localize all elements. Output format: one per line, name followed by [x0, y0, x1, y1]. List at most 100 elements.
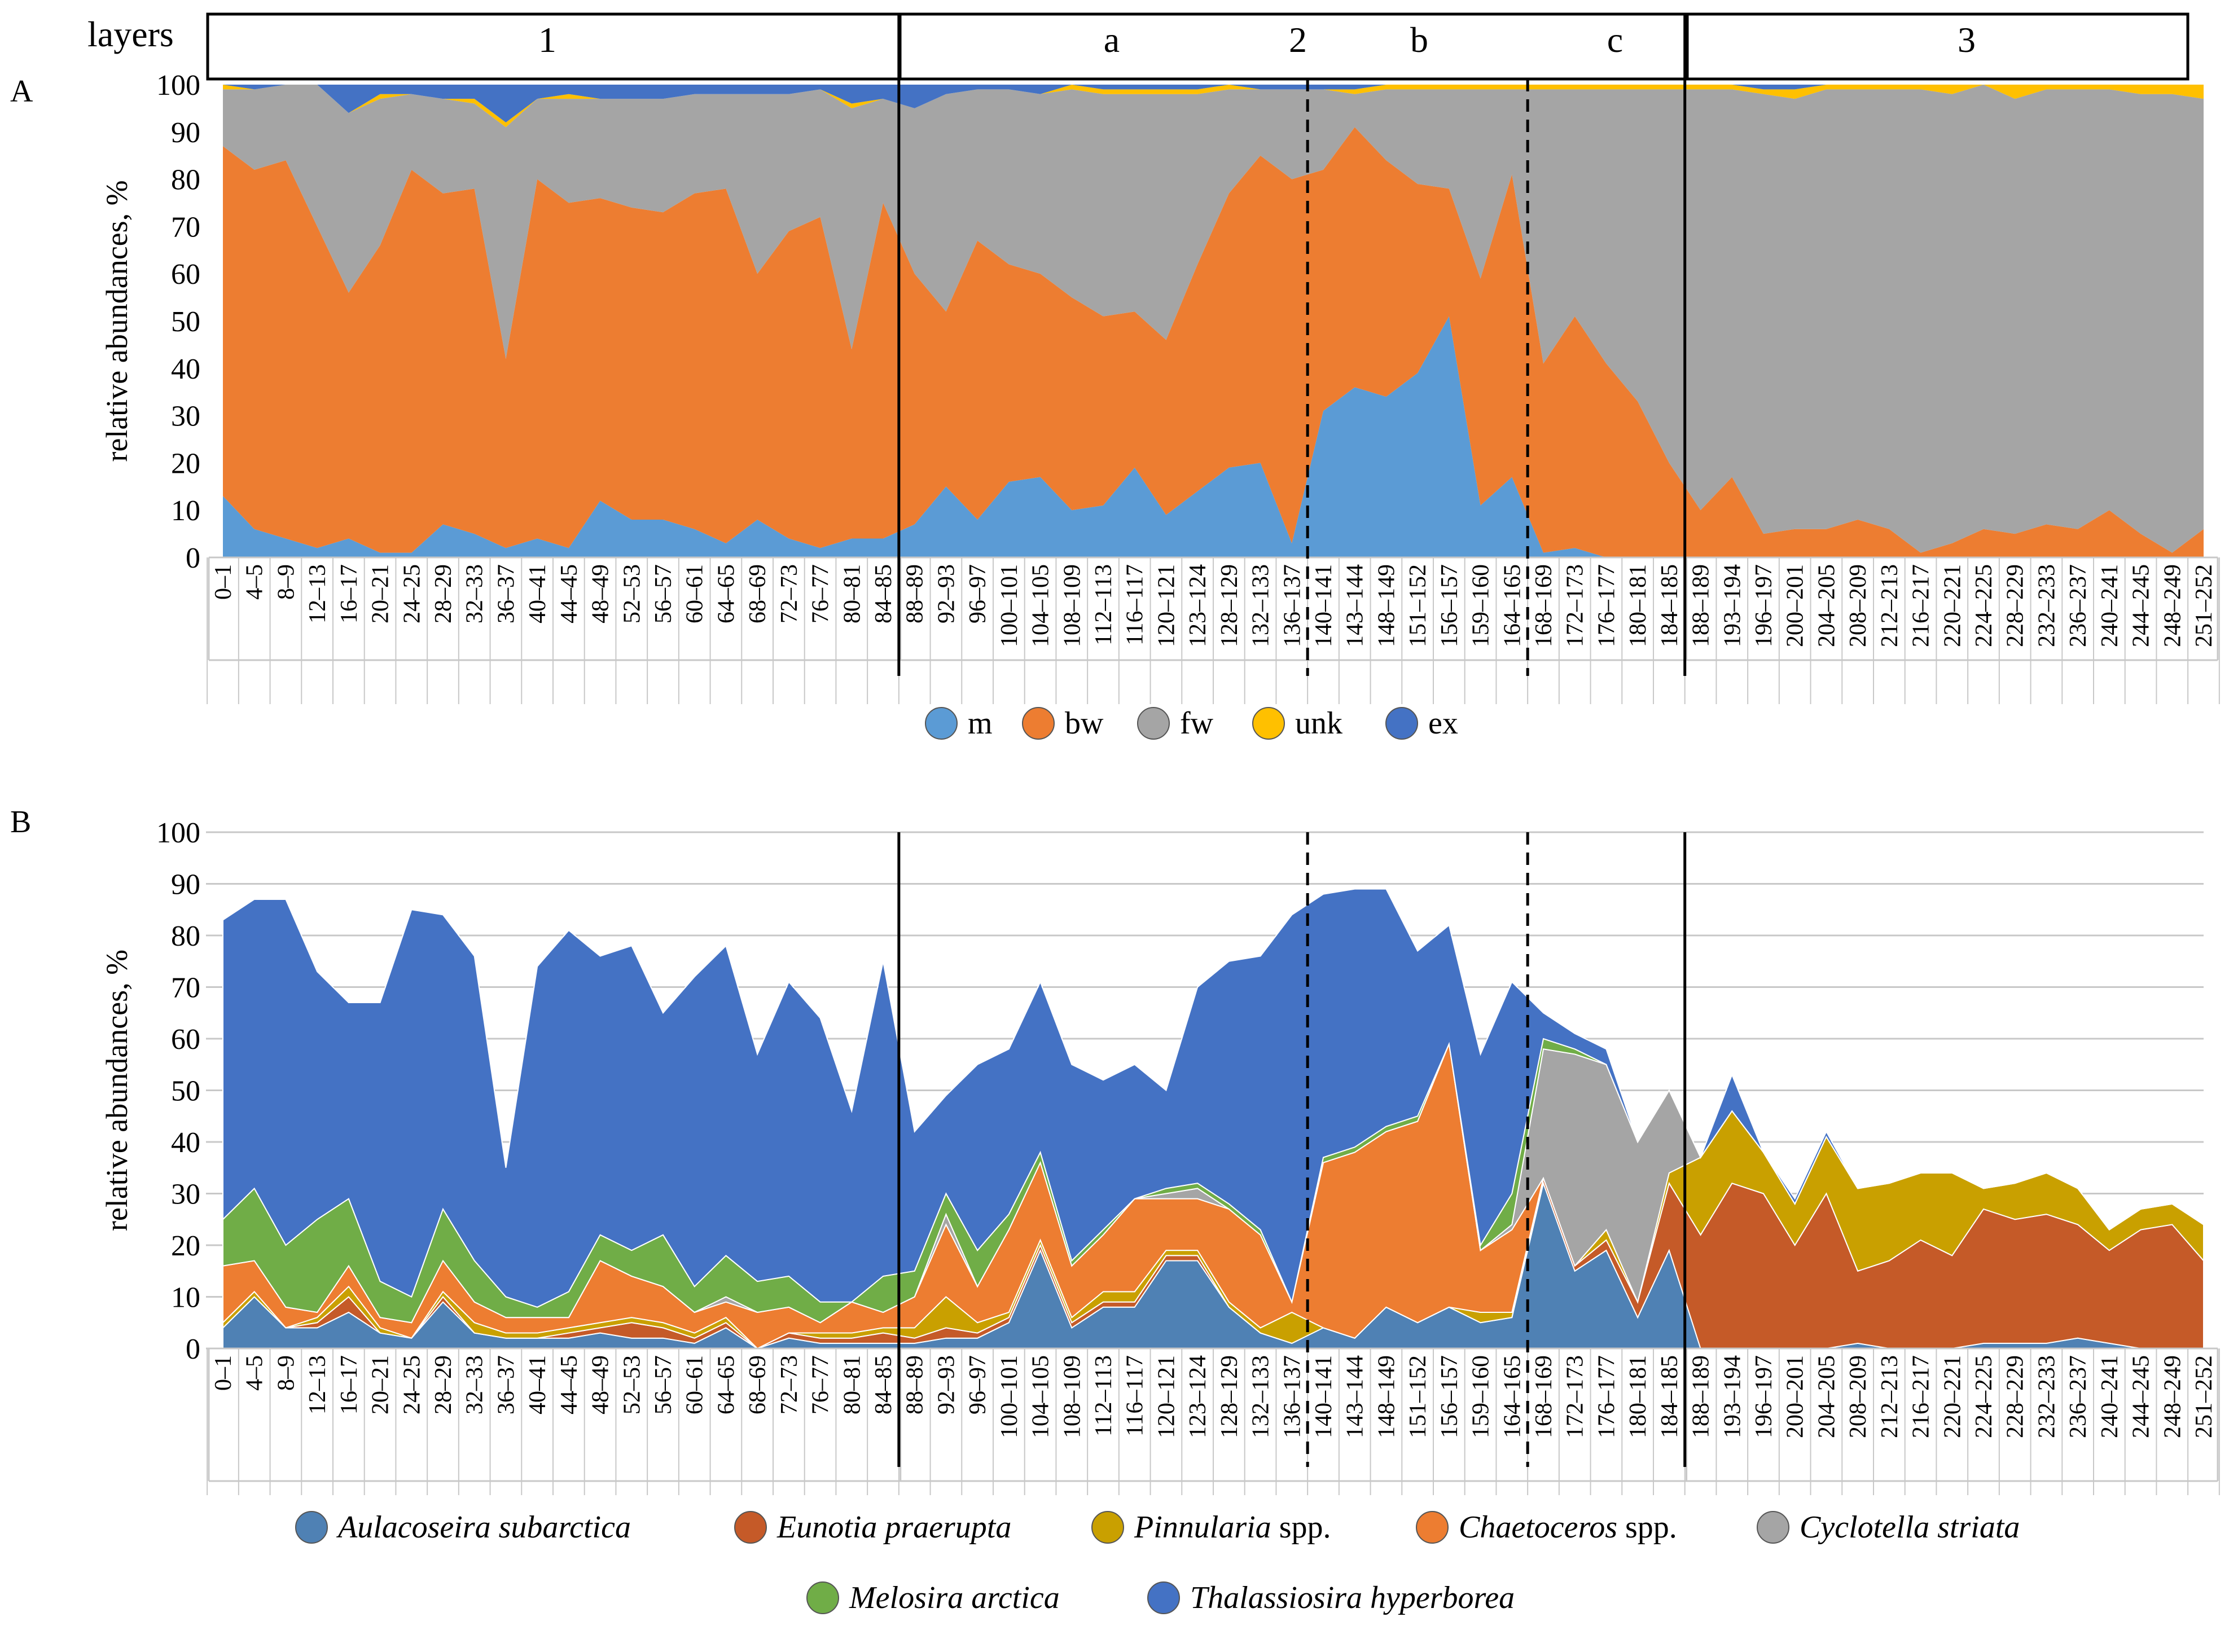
- x-tick-label: 100–101: [997, 564, 1023, 647]
- x-tick-label: 232–233: [2034, 1355, 2060, 1438]
- x-tick-label: 156–157: [1437, 1355, 1463, 1438]
- legend-marker-bw: [1022, 707, 1055, 740]
- x-tick-label: 36–37: [493, 1355, 519, 1414]
- x-tick-label: 88–89: [902, 564, 928, 623]
- x-tick-label: 52–53: [619, 564, 645, 623]
- x-tick-label: 193–194: [1719, 564, 1745, 647]
- x-tick-label: 228–229: [2003, 564, 2029, 647]
- x-tick-label: 48–49: [588, 564, 614, 623]
- x-tick-label: 116–117: [1122, 564, 1148, 645]
- area-thalassiosira-hyperborea: [222, 888, 2204, 1308]
- x-tick-label: 216–217: [1908, 1355, 1934, 1438]
- x-tick-label: 100–101: [997, 1355, 1023, 1438]
- x-tick-label: 172–173: [1563, 564, 1589, 647]
- legend-marker-cyclotella-striata: [1757, 1511, 1789, 1544]
- y-tick-label: 0: [186, 542, 200, 574]
- x-tick-label: 220–221: [1940, 1355, 1965, 1438]
- x-tick-label: 84–85: [871, 564, 897, 623]
- x-tick-label: 232–233: [2034, 564, 2060, 647]
- y-tick-label: 80: [171, 164, 200, 196]
- y-tick-label: 10: [171, 1282, 200, 1314]
- x-tick-label: 4–5: [242, 564, 268, 600]
- x-tick-label: 116–117: [1122, 1355, 1148, 1436]
- x-tick-label: 156–157: [1437, 564, 1463, 647]
- x-tick-label: 248–249: [2160, 564, 2186, 647]
- x-tick-label: 140–141: [1311, 1355, 1337, 1438]
- y-tick-label: 10: [171, 495, 200, 527]
- legend: m bw fw unk ex: [925, 706, 1458, 741]
- x-tick-label: 68–69: [745, 564, 771, 623]
- x-tick-label: 28–29: [431, 1355, 457, 1414]
- x-tick-label: 132–133: [1248, 564, 1274, 647]
- layers-label: layers: [87, 14, 174, 54]
- legend-marker-thalassiosira-hyperborea: [1147, 1581, 1180, 1614]
- x-tick-label: 212–213: [1877, 1355, 1903, 1438]
- x-tick-label: 180–181: [1625, 564, 1651, 647]
- x-tick-label: 4–5: [242, 1355, 268, 1391]
- x-tick-label: 148–149: [1374, 1355, 1399, 1438]
- x-tick-label: 251–252: [2191, 564, 2217, 647]
- legend-label-bw: bw: [1065, 706, 1104, 741]
- x-tick-label: 24–25: [399, 564, 425, 623]
- x-tick-label: 20–21: [368, 564, 394, 623]
- x-tick-label: 212–213: [1877, 564, 1903, 647]
- x-tick-label: 184–185: [1657, 564, 1683, 647]
- chart-a: 0 10 20 30 40 50 60 70 80 90 100 relative abundance…: [100, 14, 2220, 741]
- x-tick-label: 143–144: [1342, 564, 1368, 647]
- x-tick-label: 76–77: [808, 564, 834, 623]
- x-tick-label: 8–9: [273, 1355, 299, 1391]
- legend-marker-ex: [1385, 707, 1418, 740]
- y-tick-label: 100: [156, 69, 200, 102]
- x-tick-label: 12–13: [305, 1355, 331, 1414]
- x-tick-label: 128–129: [1217, 1355, 1243, 1438]
- x-tick-label: 204–205: [1814, 564, 1840, 647]
- area-bw: [223, 127, 2204, 558]
- x-tick-label: 104–105: [1028, 564, 1054, 647]
- y-tick-label: 100: [156, 817, 200, 849]
- x-tick-label: 128–129: [1217, 564, 1243, 647]
- x-tick-label: 136–137: [1279, 1355, 1305, 1438]
- x-tick-label: 196–197: [1751, 1355, 1777, 1438]
- x-tick-label: 204–205: [1814, 1355, 1840, 1438]
- x-tick-label: 159–160: [1468, 1355, 1494, 1438]
- legend-marker-m: [925, 707, 958, 740]
- x-tick-label: 108–109: [1059, 564, 1085, 647]
- x-tick-label: 0–1: [210, 564, 236, 600]
- x-tick-label: 244–245: [2129, 564, 2155, 647]
- x-tick-label: 240–241: [2097, 564, 2123, 647]
- x-tick-label: 120–121: [1153, 1355, 1179, 1438]
- y-axis-label: relative abundances, %: [100, 180, 134, 462]
- x-tick-label: 112–113: [1091, 564, 1117, 645]
- x-tick-label: 164–165: [1499, 564, 1525, 647]
- x-tick-label: 164–165: [1499, 1355, 1525, 1438]
- x-tick-label: 60–61: [682, 1355, 708, 1414]
- legend-marker-pinnularia-spp: [1091, 1511, 1124, 1544]
- x-tick-label: 40–41: [525, 1355, 551, 1414]
- x-tick-label: 140–141: [1311, 564, 1337, 647]
- x-tick-label: 143–144: [1342, 1355, 1368, 1438]
- x-tick-label: 240–241: [2097, 1355, 2123, 1438]
- x-tick-label: 20–21: [368, 1355, 394, 1414]
- x-tick-label: 88–89: [902, 1355, 928, 1414]
- x-tick-label: 176–177: [1594, 564, 1620, 647]
- x-tick-label: 200–201: [1783, 1355, 1809, 1438]
- layer-label-a: a: [1104, 20, 1120, 60]
- y-tick-label: 30: [171, 1179, 200, 1211]
- x-tick-label: 244–245: [2129, 1355, 2155, 1438]
- layer-label-1: 1: [538, 20, 556, 60]
- legend-label-fw: fw: [1180, 706, 1214, 741]
- legend-marker-chaetoceros-spp: [1416, 1511, 1449, 1544]
- y-tick-label: 20: [171, 447, 200, 480]
- legend-label-chaetoceros-spp: Chaetoceros spp.: [1459, 1510, 1677, 1545]
- y-tick-label: 80: [171, 920, 200, 952]
- x-tick-label: 176–177: [1594, 1355, 1620, 1438]
- y-tick-label: 20: [171, 1230, 200, 1262]
- y-tick-label: 60: [171, 258, 200, 291]
- layer-label-3: 3: [1958, 20, 1976, 60]
- x-tick-label: 8–9: [273, 564, 299, 600]
- y-tick-label: 90: [171, 869, 200, 901]
- legend-label-unk: unk: [1295, 706, 1342, 741]
- y-tick-label: 70: [171, 211, 200, 243]
- x-tick-label: 28–29: [431, 564, 457, 623]
- y-tick-label: 50: [171, 306, 200, 338]
